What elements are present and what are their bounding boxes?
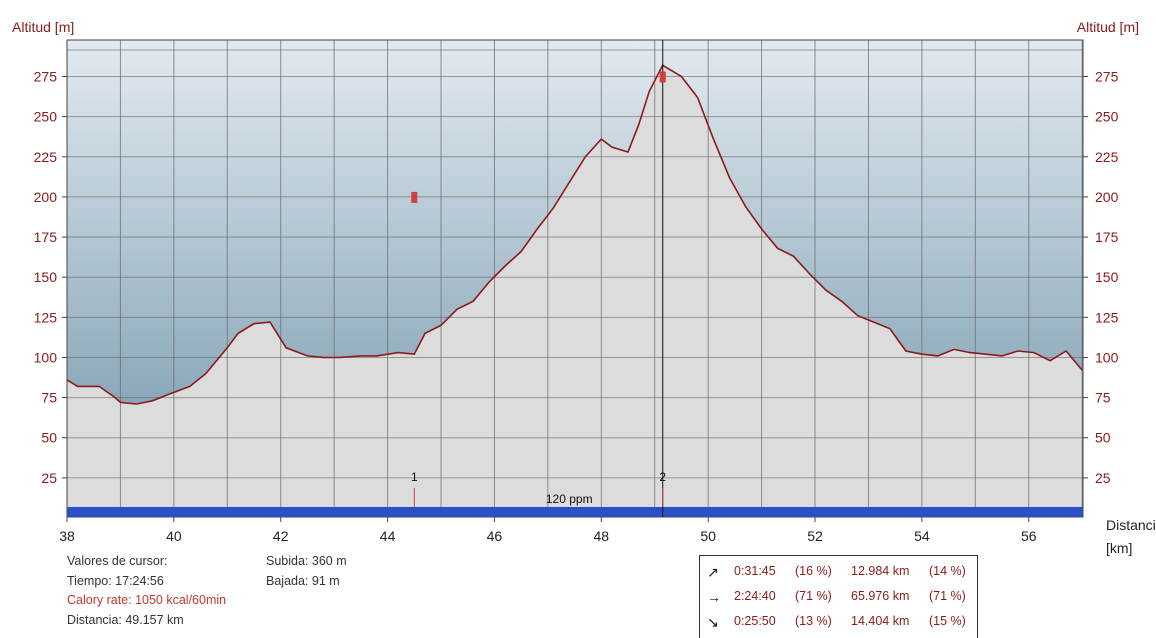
y-tick-label-left: 50 xyxy=(41,430,57,446)
cursor-time: Tiempo: 17:24:56 xyxy=(67,573,164,588)
y-tick-label-right: 75 xyxy=(1095,390,1111,406)
stats-time-pct: (16 %) xyxy=(795,564,832,578)
stats-time-pct: (13 %) xyxy=(795,614,832,628)
stats-time: 0:25:50 xyxy=(734,614,776,628)
gradient-stats-table: ↗ 0:31:45 (16 %) 12.984 km (14 %) → 2:24:40 (71… xyxy=(699,555,978,638)
y-tick-label-right: 275 xyxy=(1095,69,1119,85)
stats-dist: 65.976 km xyxy=(851,589,910,603)
uphill-arrow-icon: ↗ xyxy=(707,564,719,580)
stats-time-pct: (71 %) xyxy=(795,589,832,603)
y-axis-title-left: Altitud [m] xyxy=(12,19,74,35)
altitude-line xyxy=(66,64,1083,405)
stats-dist: 14.404 km xyxy=(851,614,910,628)
y-tick-label-right: 225 xyxy=(1095,149,1119,165)
cursor-values-title: Valores de cursor: xyxy=(67,554,168,568)
x-tick-label: 38 xyxy=(59,528,75,544)
y-tick-label-left: 150 xyxy=(34,269,58,285)
climb-summary-panel: Subida: 360 m Bajada: 91 m xyxy=(266,552,347,591)
profile-fill xyxy=(67,65,1083,518)
heart-rate-bar xyxy=(67,507,1083,517)
x-tick-label: 50 xyxy=(700,528,716,544)
x-tick-label: 40 xyxy=(166,528,182,544)
y-tick-label-left: 200 xyxy=(34,189,58,205)
y-tick-label-left: 275 xyxy=(34,69,58,85)
y-tick-label-right: 125 xyxy=(1095,309,1119,325)
stats-dist-pct: (71 %) xyxy=(929,589,966,603)
x-tick-label: 46 xyxy=(487,528,503,544)
x-tick-label: 54 xyxy=(914,528,930,544)
y-tick-label-left: 250 xyxy=(34,109,58,125)
y-tick-label-left: 125 xyxy=(34,309,58,325)
y-axis-title-right: Altitud [m] xyxy=(1077,19,1139,35)
stats-row: ↗ 0:31:45 (16 %) 12.984 km (14 %) xyxy=(700,564,977,584)
x-tick-label: 56 xyxy=(1021,528,1037,544)
cursor-calory-rate: Calory rate: 1050 kcal/60min xyxy=(67,593,227,607)
x-tick-label: 44 xyxy=(380,528,396,544)
y-tick-label-left: 75 xyxy=(41,390,57,406)
lap-marker-label: 2 xyxy=(659,470,666,484)
stats-row: → 2:24:40 (71 %) 65.976 km (71 %) xyxy=(700,589,977,609)
cursor-distance: Distancia: 49.157 km xyxy=(67,612,184,627)
flat-arrow-icon: → xyxy=(707,589,721,605)
stats-dist-pct: (15 %) xyxy=(929,614,966,628)
y-tick-label-right: 200 xyxy=(1095,189,1119,205)
y-tick-label-right: 175 xyxy=(1095,229,1119,245)
y-tick-label-left: 100 xyxy=(34,349,58,365)
y-tick-label-left: 25 xyxy=(41,470,57,486)
annotation-mark xyxy=(659,71,666,83)
x-tick-label: 42 xyxy=(273,528,289,544)
x-axis-title: Distancia xyxy=(1106,517,1156,533)
y-tick-label-right: 25 xyxy=(1095,470,1111,486)
stats-dist-pct: (14 %) xyxy=(929,564,966,578)
y-tick-label-right: 250 xyxy=(1095,109,1119,125)
heart-rate-label: 120 ppm xyxy=(546,492,593,506)
x-tick-label: 52 xyxy=(807,528,823,544)
stats-dist: 12.984 km xyxy=(851,564,910,578)
x-tick-label: 48 xyxy=(594,528,610,544)
y-tick-label-right: 100 xyxy=(1095,349,1119,365)
y-tick-label-left: 225 xyxy=(34,149,58,165)
cursor-values-panel: Valores de cursor: Tiempo: 17:24:56 Calo… xyxy=(67,552,226,630)
y-tick-label-left: 175 xyxy=(34,229,58,245)
x-axis-unit: [km] xyxy=(1106,540,1132,556)
annotation-mark xyxy=(411,191,418,203)
ascent-total: Subida: 360 m xyxy=(266,554,347,568)
descent-total: Bajada: 91 m xyxy=(266,573,340,588)
lap-marker-label: 1 xyxy=(411,470,418,484)
downhill-arrow-icon: ↘ xyxy=(707,614,719,630)
y-tick-label-right: 50 xyxy=(1095,430,1111,446)
stats-row: ↘ 0:25:50 (13 %) 14.404 km (15 %) xyxy=(700,614,977,634)
y-tick-label-right: 150 xyxy=(1095,269,1119,285)
stats-time: 2:24:40 xyxy=(734,589,776,603)
stats-time: 0:31:45 xyxy=(734,564,776,578)
